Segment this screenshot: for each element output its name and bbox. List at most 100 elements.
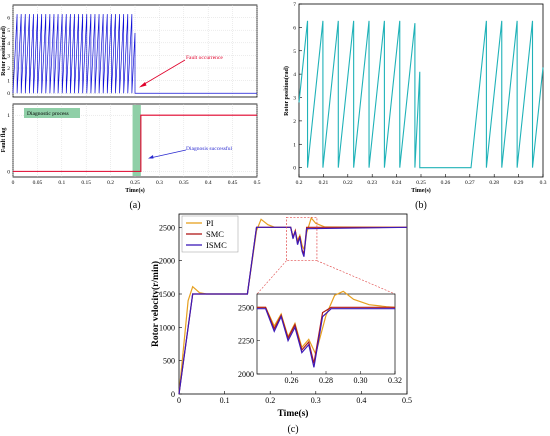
panel-b-xlabel: Time(s): [411, 187, 431, 194]
x-tick-label: 0.5: [402, 396, 412, 405]
x-tick-label: 0.21: [319, 180, 329, 186]
series-ismc: [178, 226, 408, 395]
fault-occurrence-annotation: Fault occurrence: [139, 55, 223, 88]
panel-a-bottom-ticks: 0 0.05 0.1 0.15 0.2 0.25 0.3 0.35 0.4 0.45 0.5 0 1: [7, 113, 260, 186]
x-tick-label: 0.4: [356, 396, 366, 405]
y-tick-label: 0: [7, 169, 10, 175]
x-tick-label: 0.05: [33, 180, 43, 186]
zoom-connector-right: [316, 260, 396, 295]
inset-y-tick-label: 2250: [238, 337, 254, 346]
diagnostic-shaded-region: [132, 105, 141, 176]
panel-a-bottom-ylabel: Fault flag: [1, 128, 7, 153]
y-tick-label: 1500: [159, 290, 175, 299]
inset-series-pi: [257, 290, 396, 356]
diagnostic-process-label: Diagnostic process: [27, 111, 69, 117]
x-tick-label: 0: [177, 396, 181, 405]
fault-flag-series: [13, 114, 257, 172]
y-tick-label: 5: [293, 49, 296, 55]
x-tick-label: 0.24: [392, 180, 402, 186]
y-tick-label: 3: [293, 96, 296, 102]
y-tick-label: 0: [7, 91, 10, 97]
inset-x-tick-label: 0.26: [285, 376, 299, 385]
panel-c-xlabel: Time(s): [278, 408, 309, 419]
x-tick-label: 0.1: [220, 396, 230, 405]
y-tick-label: 2000: [159, 257, 175, 266]
x-tick-label: 0.35: [179, 180, 189, 186]
y-tick-label: 2: [293, 119, 296, 125]
x-tick-label: 0.26: [441, 180, 451, 186]
y-tick-label: 2: [7, 66, 10, 72]
y-tick-label: 1: [7, 79, 10, 85]
zoom-connector-left: [256, 260, 287, 295]
panel-c-label: (c): [287, 424, 298, 435]
x-tick-label: 0.15: [81, 180, 91, 186]
x-tick-label: 0.28: [489, 180, 499, 186]
panel-b-frame: [298, 3, 544, 178]
x-tick-label: 0.3: [311, 396, 321, 405]
x-tick-label: 0.2: [296, 180, 303, 186]
y-tick-label: 3: [7, 53, 10, 59]
inset-series-smc: [257, 306, 395, 364]
legend-label-pi: PI: [206, 218, 214, 228]
legend-label-ismc: ISMC: [206, 240, 227, 250]
inset-x-tick-label: 0.28: [319, 376, 333, 385]
panel-a-top-series: [12, 14, 257, 94]
x-tick-label: 0.5: [254, 180, 261, 186]
panel-a-bottom: 0 0.05 0.1 0.15 0.2 0.25 0.3 0.35 0.4 0.45 0.5 0 1 D…: [1, 103, 261, 211]
panel-c-ylabel: Rotor velocity(r/min): [150, 261, 161, 347]
panel-a-top-ylabel: Rotor position(rad): [0, 26, 7, 76]
diagnostic-process-badge: [24, 108, 80, 118]
panel-c-ticks: 0 0.1 0.2 0.3 0.4 0.5 0 500 1000 1500 2000 2500: [159, 223, 412, 405]
panel-a-bottom-series: [13, 114, 257, 172]
y-tick-label: 2500: [159, 223, 175, 232]
diagnosis-successful-arrow: [149, 149, 187, 159]
y-tick-label: 7: [293, 2, 296, 8]
panel-b-ylabel: Rotor position(rad): [283, 66, 290, 116]
y-tick-label: 4: [293, 72, 296, 78]
inset-frame: [256, 293, 396, 375]
x-tick-label: 0.45: [228, 180, 238, 186]
panel-c: 0 0.1 0.2 0.3 0.4 0.5 0 500 1000 1500 2000 2500 PIS…: [150, 213, 412, 435]
y-tick-label: 5: [7, 28, 10, 34]
y-tick-label: 0: [293, 166, 296, 172]
x-tick-label: 0.1: [58, 180, 65, 186]
y-tick-label: 0: [171, 390, 175, 399]
inset-x-tick-label: 0.32: [388, 376, 402, 385]
inset-y-tick-label: 2000: [238, 370, 254, 379]
x-tick-label: 0.25: [130, 180, 140, 186]
panel-a-label: (a): [129, 200, 140, 211]
panel-c-series: [178, 216, 408, 395]
y-tick-label: 6: [7, 16, 10, 22]
inset-y-tick-label: 2500: [238, 303, 254, 312]
x-tick-label: 0.2: [107, 180, 114, 186]
y-tick-label: 1000: [159, 323, 175, 332]
y-tick-label: 1: [293, 142, 296, 148]
x-tick-label: 0.4: [205, 180, 212, 186]
inset: 0.26 0.28 0.30 0.32 2000 2250 2500: [238, 290, 402, 385]
panel-a-top: 0 1 2 3 4 5 6 Rotor position(rad) Fault occurr…: [0, 4, 258, 98]
fault-occurrence-label: Fault occurrence: [186, 55, 223, 61]
zoom-region: [286, 216, 318, 262]
x-tick-label: 0.22: [343, 180, 353, 186]
fault-occurrence-arrowhead: [139, 82, 147, 88]
panel-b-series: [298, 20, 544, 169]
zoom-box: [256, 216, 396, 295]
legend-label-smc: SMC: [206, 229, 224, 239]
inset-series: [257, 290, 396, 368]
x-tick-label: 0.25: [416, 180, 426, 186]
y-tick-label: 4: [7, 41, 10, 47]
x-tick-label: 0.23: [367, 180, 377, 186]
x-tick-label: 0.27: [465, 180, 475, 186]
y-tick-label: 6: [293, 25, 296, 31]
panel-a-top-ticks: 0 1 2 3 4 5 6: [7, 16, 10, 98]
y-tick-label: 500: [163, 357, 175, 366]
inset-ticks: 0.26 0.28 0.30 0.32 2000 2250 2500: [238, 303, 402, 385]
rotor-position-series: [12, 14, 257, 94]
panel-b-ticks: 0.2 0.21 0.22 0.23 0.24 0.25 0.26 0.27 0.28 0.29 0…: [293, 2, 546, 186]
panel-a-xlabel: Time(s): [125, 187, 145, 194]
diagnosis-successful-annotation: Diagnosis successful: [148, 145, 232, 159]
panel-b: 0.2 0.21 0.22 0.23 0.24 0.25 0.26 0.27 0.28 0.29 0…: [283, 2, 547, 211]
